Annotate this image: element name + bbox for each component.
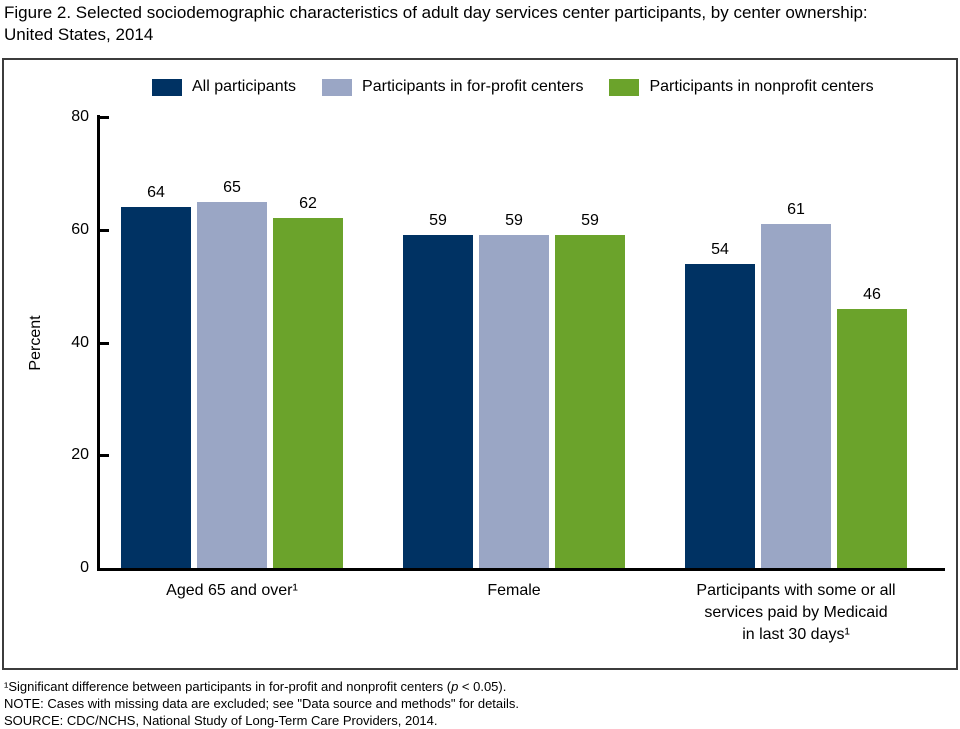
y-tick-label: 80	[71, 108, 89, 125]
y-axis-tick	[97, 116, 109, 119]
bar	[273, 218, 343, 568]
legend-swatch-green-icon	[609, 78, 640, 96]
y-axis-tick	[97, 341, 109, 345]
footnote-significance-tail: < 0.05).	[458, 679, 507, 694]
bar-value-label: 59	[429, 212, 447, 229]
y-tick-label: 20	[71, 446, 89, 464]
legend-item-for-profit: Participants in for-profit centers	[322, 78, 583, 96]
legend-item-nonprofit: Participants in nonprofit centers	[609, 78, 874, 96]
y-axis-tick	[97, 454, 109, 458]
bar	[403, 235, 473, 568]
figure-title: Figure 2. Selected sociodemographic char…	[4, 2, 868, 46]
bar-value-label: 46	[863, 286, 881, 303]
footnote-source: SOURCE: CDC/NCHS, National Study of Long…	[4, 713, 438, 728]
x-category-label: Participants with some or all services p…	[696, 582, 896, 643]
bar	[837, 309, 907, 568]
chart-legend: All participants Participants in for-pro…	[152, 78, 874, 96]
bar	[555, 235, 625, 568]
bar-value-label: 62	[299, 195, 317, 212]
y-tick-label: 60	[71, 220, 89, 238]
bar	[479, 235, 549, 568]
legend-item-all-participants: All participants	[152, 78, 296, 96]
x-category-label: Aged 65 and over¹	[166, 582, 298, 599]
x-category-label: Female	[487, 582, 541, 599]
footnote-significance: ¹Significant difference between particip…	[4, 678, 519, 695]
bar	[197, 202, 267, 568]
footnote-p-italic: p	[451, 679, 459, 694]
legend-swatch-navy-icon	[152, 78, 182, 96]
y-tick-label: 40	[71, 333, 89, 351]
footnotes: ¹Significant difference between particip…	[4, 678, 519, 729]
bar-value-label: 61	[787, 201, 805, 218]
bar-value-label: 64	[147, 184, 165, 201]
bar-value-label: 54	[711, 241, 729, 258]
legend-swatch-periwinkle-icon	[322, 78, 353, 96]
legend-label: Participants in nonprofit centers	[649, 78, 874, 95]
y-axis-tick	[97, 228, 109, 232]
figure-title-line1: Figure 2. Selected sociodemographic char…	[4, 3, 868, 22]
legend-label: Participants in for-profit centers	[362, 78, 584, 95]
figure-title-line2: United States, 2014	[4, 25, 154, 44]
footnote-note: NOTE: Cases with missing data are exclud…	[4, 696, 520, 711]
bar-value-label: 59	[505, 212, 523, 229]
y-tick-label: 0	[80, 559, 89, 576]
bar-value-label: 65	[223, 179, 241, 196]
bar	[121, 207, 191, 568]
legend-label: All participants	[192, 78, 297, 95]
footnote-significance-text: ¹Significant difference between particip…	[4, 679, 452, 694]
bar	[761, 224, 831, 568]
bar-value-label: 59	[581, 212, 599, 229]
x-axis-line	[97, 568, 945, 571]
y-axis-title: Percent	[27, 315, 44, 371]
bar	[685, 264, 755, 568]
